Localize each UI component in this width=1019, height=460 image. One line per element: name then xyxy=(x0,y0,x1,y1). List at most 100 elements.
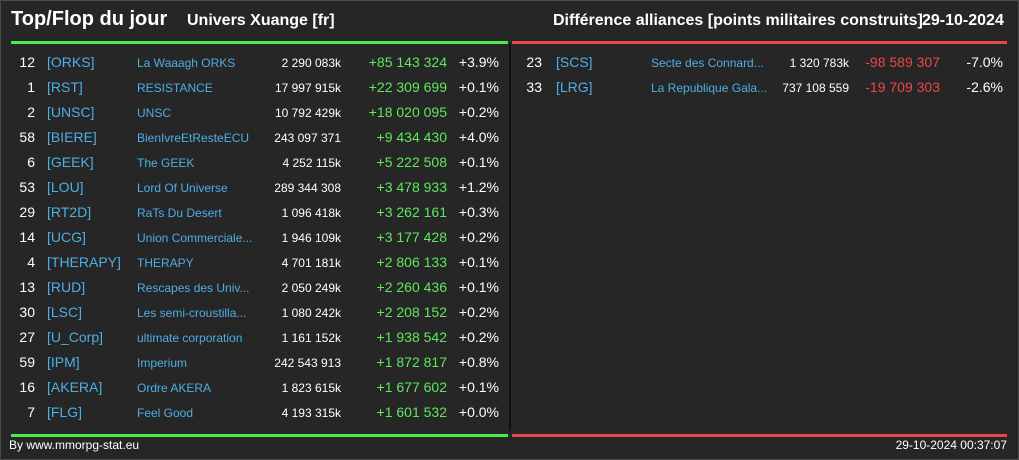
alliance-rank: 23 xyxy=(526,54,542,70)
top-row: 13 [RUD] Rescapes des Univ... 2 050 249k +2 … xyxy=(11,275,508,300)
ranking-date: 29-10-2024 xyxy=(922,12,1004,29)
alliance-tag-link[interactable]: [AKERA] xyxy=(47,379,103,395)
top-row: 7 [FLG] Feel Good 4 193 315k +1 601 532 +0.0% xyxy=(11,400,508,425)
alliance-rank: 14 xyxy=(19,229,35,245)
alliance-tag-link[interactable]: [LOU] xyxy=(47,179,84,195)
top-row: 4 [THERAPY] THERAPY 4 701 181k +2 806 133 +0.… xyxy=(11,250,508,275)
alliance-tag-link[interactable]: [ORKS] xyxy=(47,54,95,70)
alliance-name-link[interactable]: La Republique Gala... xyxy=(651,81,768,95)
alliance-rank: 2 xyxy=(27,104,35,120)
flop-row: 33 [LRG] La Republique Gala... 737 108 559 -… xyxy=(512,75,1007,100)
universe-label: Univers Xuange [fr] xyxy=(187,12,335,29)
alliance-rank: 16 xyxy=(19,379,35,395)
percent-change: +0.0% xyxy=(458,404,499,420)
alliance-points: 1 946 109k xyxy=(281,231,341,245)
alliance-name-link[interactable]: RESISTANCE xyxy=(137,81,213,95)
alliance-rank: 30 xyxy=(19,304,35,320)
percent-change: +0.3% xyxy=(458,204,499,220)
alliance-name-link[interactable]: Secte des Connard... xyxy=(651,56,764,70)
points-difference: +5 222 508 xyxy=(376,154,447,170)
footer-source: By www.mmorpg-stat.eu xyxy=(9,438,140,452)
alliance-rank: 58 xyxy=(19,129,35,145)
percent-change: +0.8% xyxy=(458,354,499,370)
alliance-points: 1 320 783k xyxy=(789,56,849,70)
top-row: 1 [RST] RESISTANCE 17 997 915k +22 309 699 +0… xyxy=(11,75,508,100)
top-row: 30 [LSC] Les semi-croustilla... 1 080 242k +… xyxy=(11,300,508,325)
alliance-tag-link[interactable]: [RST] xyxy=(47,79,83,95)
alliance-name-link[interactable]: Feel Good xyxy=(137,406,194,420)
alliance-tag-link[interactable]: [RT2D] xyxy=(47,204,92,220)
alliance-points: 4 701 181k xyxy=(281,256,341,270)
alliance-points: 289 344 308 xyxy=(274,181,341,195)
alliance-name-link[interactable]: La Waaagh ORKS xyxy=(137,56,236,70)
alliance-points: 1 080 242k xyxy=(281,306,341,320)
panel-divider xyxy=(509,44,511,431)
alliance-tag-link[interactable]: [LRG] xyxy=(556,79,593,95)
alliance-points: 242 543 913 xyxy=(274,356,341,370)
percent-change: +0.1% xyxy=(458,254,499,270)
percent-change: -2.6% xyxy=(966,79,1003,95)
alliance-name-link[interactable]: Lord Of Universe xyxy=(137,181,228,195)
alliance-tag-link[interactable]: [UCG] xyxy=(47,229,86,245)
alliance-name-link[interactable]: The GEEK xyxy=(137,156,195,170)
top-row: 59 [IPM] Imperium 242 543 913 +1 872 817 +0.8… xyxy=(11,350,508,375)
alliance-tag-link[interactable]: [IPM] xyxy=(47,354,80,370)
alliance-rank: 12 xyxy=(19,54,35,70)
top-row: 27 [U_Corp] ultimate corporation 1 161 152k… xyxy=(11,325,508,350)
alliance-points: 1 096 418k xyxy=(281,206,341,220)
alliance-name-link[interactable]: Ordre AKERA xyxy=(137,381,212,395)
top-panel: 12 [ORKS] La Waaagh ORKS 2 290 083k +85 143 … xyxy=(11,41,508,437)
top-row: 16 [AKERA] Ordre AKERA 1 823 615k +1 677 602… xyxy=(11,375,508,400)
alliance-tag-link[interactable]: [U_Corp] xyxy=(47,329,104,345)
alliance-points: 4 193 315k xyxy=(281,406,341,420)
percent-change: +4.0% xyxy=(458,129,499,145)
points-difference: +1 872 817 xyxy=(376,354,447,370)
points-difference: +1 938 542 xyxy=(376,329,447,345)
alliance-points: 737 108 559 xyxy=(782,81,849,95)
alliance-tag-link[interactable]: [GEEK] xyxy=(47,154,94,170)
percent-change: +0.2% xyxy=(458,329,499,345)
alliance-tag-link[interactable]: [FLG] xyxy=(47,404,83,420)
alliance-name-link[interactable]: Imperium xyxy=(137,356,188,370)
alliance-name-link[interactable]: Union Commerciale... xyxy=(137,231,253,245)
points-difference: -19 709 303 xyxy=(865,79,940,95)
alliance-tag-link[interactable]: [LSC] xyxy=(47,304,83,320)
points-difference: +1 601 532 xyxy=(376,404,447,420)
percent-change: +0.2% xyxy=(458,304,499,320)
header: Top/Flop du jour Univers Xuange [fr] Dif… xyxy=(0,0,1019,40)
alliance-points: 10 792 429k xyxy=(274,106,341,120)
percent-change: +3.9% xyxy=(458,54,499,70)
alliance-name-link[interactable]: BienIvreEtResteECU xyxy=(137,131,250,145)
alliance-points: 1 161 152k xyxy=(281,331,341,345)
ranking-subtitle: Différence alliances [points militaires … xyxy=(553,12,923,29)
alliance-tag-link[interactable]: [THERAPY] xyxy=(47,254,121,270)
top-row: 14 [UCG] Union Commerciale... 1 946 109k +3 … xyxy=(11,225,508,250)
points-difference: +22 309 699 xyxy=(368,79,447,95)
top-row: 29 [RT2D] RaTs Du Desert 1 096 418k +3 262 1… xyxy=(11,200,508,225)
alliance-tag-link[interactable]: [BIERE] xyxy=(47,129,97,145)
alliance-name-link[interactable]: THERAPY xyxy=(137,256,194,270)
flop-row: 23 [SCS] Secte des Connard... 1 320 783k -98… xyxy=(512,50,1007,75)
percent-change: +0.2% xyxy=(458,104,499,120)
percent-change: +1.2% xyxy=(458,179,499,195)
top-row: 6 [GEEK] The GEEK 4 252 115k +5 222 508 +0.1% xyxy=(11,150,508,175)
percent-change: +0.1% xyxy=(458,379,499,395)
percent-change: +0.1% xyxy=(458,279,499,295)
alliance-name-link[interactable]: Les semi-croustilla... xyxy=(137,306,247,320)
alliance-name-link[interactable]: UNSC xyxy=(137,106,172,120)
alliance-rank: 53 xyxy=(19,179,35,195)
points-difference: +18 020 095 xyxy=(368,104,447,120)
points-difference: +3 478 933 xyxy=(376,179,447,195)
alliance-name-link[interactable]: ultimate corporation xyxy=(137,331,243,345)
percent-change: -7.0% xyxy=(966,54,1003,70)
alliance-name-link[interactable]: Rescapes des Univ... xyxy=(137,281,250,295)
alliance-rank: 33 xyxy=(526,79,542,95)
top-row: 2 [UNSC] UNSC 10 792 429k +18 020 095 +0.2% xyxy=(11,100,508,125)
alliance-points: 17 997 915k xyxy=(274,81,341,95)
alliance-tag-link[interactable]: [RUD] xyxy=(47,279,86,295)
alliance-rank: 7 xyxy=(27,404,35,420)
alliance-points: 243 097 371 xyxy=(274,131,341,145)
alliance-tag-link[interactable]: [UNSC] xyxy=(47,104,95,120)
alliance-tag-link[interactable]: [SCS] xyxy=(556,54,593,70)
alliance-name-link[interactable]: RaTs Du Desert xyxy=(137,206,222,220)
